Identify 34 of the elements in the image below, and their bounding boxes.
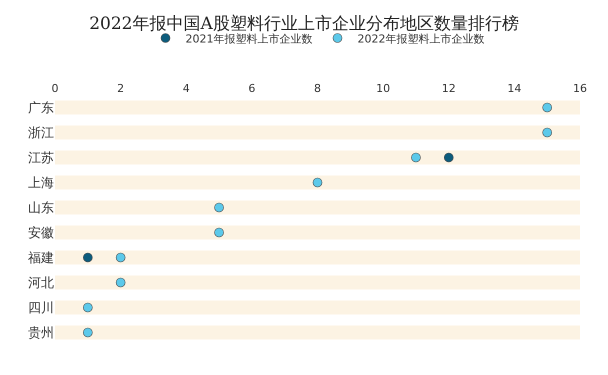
point	[116, 252, 126, 262]
y-tick-label: 上海	[28, 176, 54, 192]
x-tick-label: 14	[507, 82, 522, 95]
legend-label: 2021年报塑料上市企业数	[186, 32, 312, 46]
point	[83, 302, 93, 312]
y-tick-label: 河北	[28, 276, 54, 292]
x-tick-label: 4	[182, 82, 190, 95]
y-tick-label: 广东	[28, 101, 54, 116]
y-tick-label: 福建	[28, 251, 54, 266]
y-tick-label: 浙江	[28, 126, 54, 142]
x-tick-label: 6	[248, 82, 256, 95]
point	[83, 252, 93, 262]
point	[542, 102, 552, 112]
x-tick-label: 2	[117, 82, 124, 95]
point	[214, 228, 224, 238]
point	[312, 178, 322, 188]
chart-title: 2022年报中国A股塑料行业上市企业分布地区数量排行榜	[89, 14, 519, 34]
point	[411, 152, 421, 162]
point	[83, 328, 93, 338]
point	[444, 152, 454, 162]
point	[116, 278, 126, 288]
y-tick-label: 四川	[28, 301, 54, 316]
y-tick-label: 安徽	[28, 225, 54, 242]
y-tick-label: 山东	[28, 201, 54, 216]
y-tick-label: 江苏	[28, 151, 54, 166]
x-tick-label: 16	[573, 82, 587, 95]
x-tick-label: 10	[376, 82, 390, 95]
legend-label: 2022年报塑料上市企业数	[358, 32, 484, 46]
point	[542, 128, 552, 138]
x-tick-label: 0	[52, 82, 58, 95]
y-tick-label: 贵州	[28, 326, 54, 342]
x-tick-label: 8	[314, 82, 321, 95]
x-tick-label: 12	[442, 82, 456, 95]
point	[214, 202, 224, 212]
